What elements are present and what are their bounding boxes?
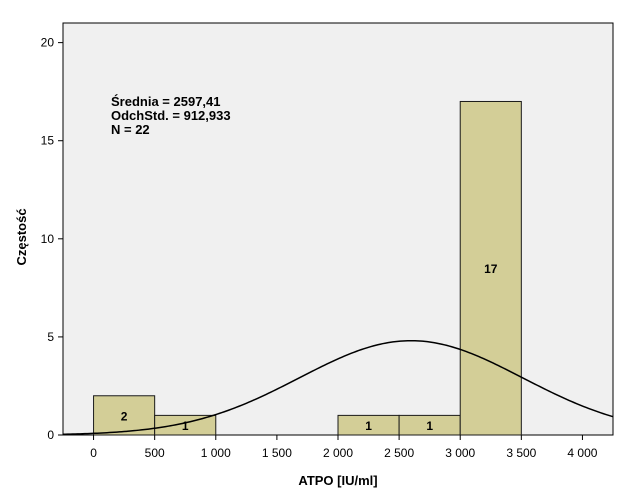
stats-line-n: N = 22 <box>111 122 150 137</box>
x-tick-label: 1 000 <box>201 446 231 460</box>
x-tick-label: 1 500 <box>262 446 292 460</box>
y-tick-label: 5 <box>47 330 54 344</box>
x-tick-label: 3 500 <box>506 446 536 460</box>
x-axis: 0 500 1 000 1 500 2 000 2 500 3 000 3 500 4 000 <box>90 435 598 460</box>
bar-labels-group: 2 1 1 1 17 <box>121 262 498 433</box>
bars-group <box>93 100 522 436</box>
bar-count-label: 2 <box>121 409 128 423</box>
bar-count-label: 17 <box>484 262 498 276</box>
y-tick-label: 20 <box>41 36 55 50</box>
stats-line-sd: OdchStd. = 912,933 <box>111 108 231 123</box>
x-tick-label: 2 000 <box>323 446 353 460</box>
x-tick-label: 3 000 <box>445 446 475 460</box>
y-axis-title: Częstość <box>14 208 29 265</box>
plot-area <box>62 22 614 436</box>
bar-count-label: 1 <box>182 419 189 433</box>
bar-count-label: 1 <box>365 419 372 433</box>
y-axis: 0 5 10 15 20 <box>41 36 63 442</box>
stats-line-mean: Średnia = 2597,41 <box>111 94 221 109</box>
histogram-bar <box>93 395 156 436</box>
x-axis-title: ATPO [IU/ml] <box>298 473 377 488</box>
y-tick-label: 15 <box>41 134 55 148</box>
x-tick-label: 4 000 <box>567 446 597 460</box>
x-tick-label: 2 500 <box>384 446 414 460</box>
bar-count-label: 1 <box>426 419 433 433</box>
histogram-bar <box>154 414 217 436</box>
y-tick-label: 0 <box>47 428 54 442</box>
x-tick-label: 500 <box>145 446 165 460</box>
histogram-bar <box>459 100 522 436</box>
normal-curve <box>62 339 614 436</box>
y-tick-label: 10 <box>41 232 55 246</box>
x-tick-label: 0 <box>90 446 97 460</box>
